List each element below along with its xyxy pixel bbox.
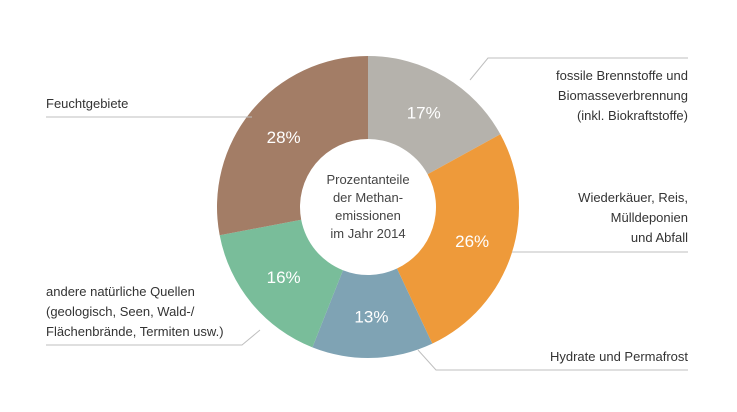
slice-2 — [312, 268, 433, 358]
leader-line-3 — [46, 329, 261, 346]
slice-label-3: andere natürliche Quellen (geologisch, Se… — [46, 284, 224, 339]
slice-value-4: 28% — [267, 128, 301, 147]
slice-1 — [396, 134, 519, 344]
leader-lines — [46, 57, 688, 371]
slice-3 — [219, 219, 343, 348]
slice-value-0: 17% — [407, 104, 441, 123]
slice-labels: fossile Brennstoffe und Biomasseverbrennu… — [46, 68, 688, 364]
slices-group: 17% 26% 13% 16% 28% — [216, 56, 519, 358]
center-label: Prozentanteile der Methan-emissionen im Ja… — [326, 172, 409, 241]
slice-value-1: 26% — [455, 232, 489, 251]
slice-label-4: Feuchtgebiete — [46, 96, 128, 111]
slice-value-2: 13% — [354, 307, 388, 326]
slice-4 — [216, 56, 368, 236]
slice-label-2: Hydrate und Permafrost — [550, 349, 688, 364]
slice-0 — [368, 56, 501, 175]
slice-label-1: Wiederkäuer, Reis, Mülldeponien und Abfall — [578, 190, 688, 245]
leader-line-0 — [469, 57, 688, 81]
slice-value-3: 16% — [267, 268, 301, 287]
leader-line-2 — [417, 349, 688, 371]
slice-label-0: fossile Brennstoffe und Biomasseverbrennu… — [556, 68, 688, 123]
